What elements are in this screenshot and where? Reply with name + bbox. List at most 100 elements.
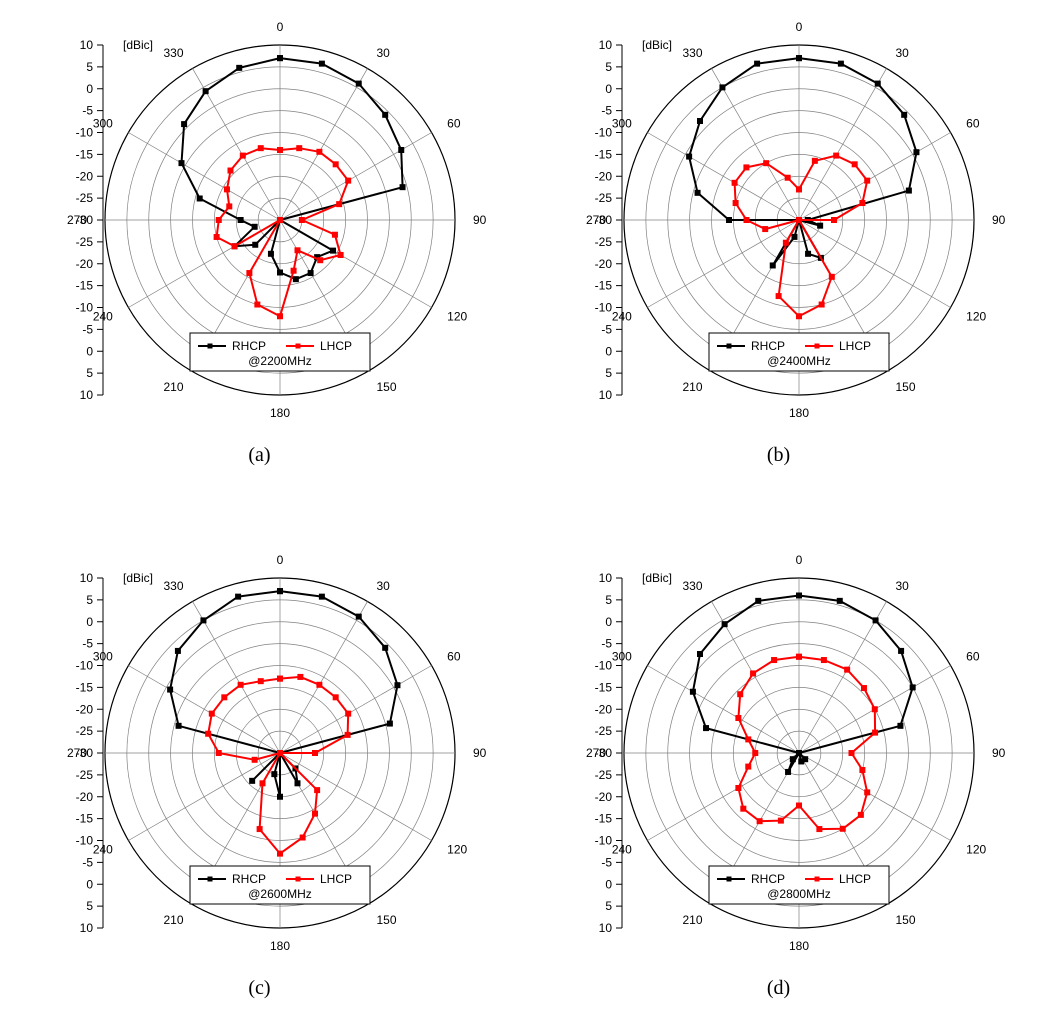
svg-text:-5: -5 <box>82 855 93 869</box>
polar-chart-b: 03060901201501802102402703003301050-5-10… <box>539 0 1019 440</box>
panel-d: 03060901201501802102402703003301050-5-10… <box>519 533 1038 1026</box>
panel-a: 03060901201501802102402703003301050-5-10… <box>0 0 519 493</box>
svg-text:120: 120 <box>447 843 467 857</box>
svg-text:150: 150 <box>895 913 915 927</box>
svg-text:-10: -10 <box>75 659 93 673</box>
svg-text:LHCP: LHCP <box>320 339 352 353</box>
svg-text:-30: -30 <box>75 213 93 227</box>
svg-text:-20: -20 <box>594 702 612 716</box>
svg-text:5: 5 <box>605 899 612 913</box>
svg-text:-15: -15 <box>75 279 93 293</box>
svg-text:90: 90 <box>473 746 487 760</box>
svg-text:5: 5 <box>605 366 612 380</box>
svg-text:30: 30 <box>895 579 909 593</box>
svg-text:180: 180 <box>269 939 289 953</box>
svg-text:150: 150 <box>376 913 396 927</box>
svg-text:0: 0 <box>276 20 283 34</box>
svg-text:10: 10 <box>598 571 612 585</box>
svg-text:-25: -25 <box>594 191 612 205</box>
svg-text:-10: -10 <box>75 301 93 315</box>
svg-text:-10: -10 <box>75 126 93 140</box>
svg-text:10: 10 <box>79 921 93 935</box>
svg-text:330: 330 <box>163 579 183 593</box>
svg-text:-15: -15 <box>594 147 612 161</box>
panel-c: 03060901201501802102402703003301050-5-10… <box>0 533 519 1026</box>
svg-text:@2400MHz: @2400MHz <box>767 354 831 368</box>
panel-label-a: (a) <box>248 444 270 467</box>
svg-text:60: 60 <box>447 650 461 664</box>
svg-text:210: 210 <box>682 913 702 927</box>
svg-text:-5: -5 <box>82 104 93 118</box>
svg-text:180: 180 <box>788 406 808 420</box>
svg-text:RHCP: RHCP <box>232 872 266 886</box>
svg-text:[dBic]: [dBic] <box>642 571 672 585</box>
svg-text:330: 330 <box>682 46 702 60</box>
svg-text:60: 60 <box>447 117 461 131</box>
svg-text:0: 0 <box>795 20 802 34</box>
svg-text:10: 10 <box>79 571 93 585</box>
svg-text:90: 90 <box>473 213 487 227</box>
svg-text:0: 0 <box>795 553 802 567</box>
svg-text:[dBic]: [dBic] <box>123 571 153 585</box>
svg-text:0: 0 <box>605 344 612 358</box>
svg-text:-25: -25 <box>594 768 612 782</box>
svg-text:-10: -10 <box>594 834 612 848</box>
svg-text:90: 90 <box>992 746 1006 760</box>
svg-text:5: 5 <box>605 60 612 74</box>
svg-text:5: 5 <box>86 366 93 380</box>
svg-text:-20: -20 <box>594 257 612 271</box>
svg-text:5: 5 <box>86 899 93 913</box>
svg-text:0: 0 <box>86 877 93 891</box>
svg-text:-5: -5 <box>601 855 612 869</box>
svg-text:@2600MHz: @2600MHz <box>248 887 312 901</box>
svg-text:0: 0 <box>605 615 612 629</box>
svg-text:120: 120 <box>966 843 986 857</box>
svg-text:-5: -5 <box>601 322 612 336</box>
svg-text:-10: -10 <box>75 834 93 848</box>
svg-text:10: 10 <box>598 38 612 52</box>
svg-text:LHCP: LHCP <box>320 872 352 886</box>
svg-text:150: 150 <box>895 380 915 394</box>
svg-text:-25: -25 <box>594 235 612 249</box>
svg-text:330: 330 <box>163 46 183 60</box>
svg-text:-25: -25 <box>75 724 93 738</box>
svg-text:0: 0 <box>605 82 612 96</box>
svg-text:[dBic]: [dBic] <box>123 38 153 52</box>
svg-text:210: 210 <box>682 380 702 394</box>
svg-text:RHCP: RHCP <box>751 339 785 353</box>
svg-text:10: 10 <box>598 921 612 935</box>
svg-text:120: 120 <box>966 310 986 324</box>
svg-text:30: 30 <box>895 46 909 60</box>
svg-text:150: 150 <box>376 380 396 394</box>
svg-text:-25: -25 <box>75 191 93 205</box>
svg-text:-20: -20 <box>75 790 93 804</box>
panel-label-c: (c) <box>248 977 270 1000</box>
svg-text:180: 180 <box>788 939 808 953</box>
svg-text:-10: -10 <box>594 126 612 140</box>
svg-text:-15: -15 <box>594 680 612 694</box>
svg-text:330: 330 <box>682 579 702 593</box>
svg-text:210: 210 <box>163 913 183 927</box>
svg-text:90: 90 <box>992 213 1006 227</box>
svg-text:-15: -15 <box>594 812 612 826</box>
svg-text:-20: -20 <box>75 169 93 183</box>
panel-b: 03060901201501802102402703003301050-5-10… <box>519 0 1038 493</box>
svg-text:5: 5 <box>86 60 93 74</box>
svg-text:-25: -25 <box>75 768 93 782</box>
svg-text:-15: -15 <box>75 812 93 826</box>
svg-text:[dBic]: [dBic] <box>642 38 672 52</box>
svg-text:-15: -15 <box>594 279 612 293</box>
svg-text:5: 5 <box>86 593 93 607</box>
svg-text:180: 180 <box>269 406 289 420</box>
svg-text:@2800MHz: @2800MHz <box>767 887 831 901</box>
svg-text:-5: -5 <box>601 637 612 651</box>
svg-text:210: 210 <box>163 380 183 394</box>
svg-text:60: 60 <box>966 650 980 664</box>
panel-label-b: (b) <box>767 444 790 467</box>
svg-text:-30: -30 <box>594 746 612 760</box>
svg-text:30: 30 <box>376 579 390 593</box>
svg-text:RHCP: RHCP <box>751 872 785 886</box>
polar-chart-a: 03060901201501802102402703003301050-5-10… <box>20 0 500 440</box>
svg-text:-10: -10 <box>594 659 612 673</box>
svg-text:RHCP: RHCP <box>232 339 266 353</box>
